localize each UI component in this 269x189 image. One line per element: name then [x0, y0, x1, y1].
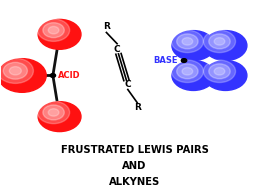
Circle shape	[48, 109, 59, 116]
Circle shape	[43, 23, 64, 38]
Circle shape	[171, 60, 203, 83]
Text: C: C	[125, 80, 131, 89]
Circle shape	[209, 34, 230, 49]
Circle shape	[204, 31, 247, 60]
Circle shape	[177, 34, 198, 49]
Text: BASE: BASE	[153, 56, 177, 65]
Text: R: R	[103, 22, 110, 31]
Circle shape	[171, 30, 203, 53]
Circle shape	[48, 26, 59, 34]
Circle shape	[37, 101, 70, 124]
Circle shape	[209, 64, 230, 79]
Circle shape	[37, 19, 70, 41]
Circle shape	[177, 64, 198, 79]
Circle shape	[181, 59, 187, 62]
Circle shape	[0, 59, 46, 92]
Text: C: C	[114, 45, 121, 54]
Circle shape	[38, 102, 81, 132]
Circle shape	[214, 67, 225, 75]
Circle shape	[203, 60, 236, 83]
Circle shape	[50, 74, 56, 77]
Circle shape	[204, 60, 247, 91]
Circle shape	[0, 58, 33, 83]
Circle shape	[172, 60, 215, 91]
Circle shape	[172, 31, 215, 60]
Circle shape	[182, 67, 193, 75]
Circle shape	[182, 38, 193, 45]
Circle shape	[43, 105, 64, 120]
Text: FRUSTRATED LEWIS PAIRS: FRUSTRATED LEWIS PAIRS	[61, 145, 208, 155]
Text: ACID: ACID	[58, 71, 81, 80]
Circle shape	[203, 30, 236, 53]
Circle shape	[3, 62, 27, 79]
Text: R: R	[134, 103, 141, 112]
Circle shape	[38, 19, 81, 49]
Text: AND: AND	[122, 161, 147, 171]
Circle shape	[9, 67, 21, 75]
Circle shape	[214, 38, 225, 45]
Text: ALKYNES: ALKYNES	[109, 177, 160, 187]
